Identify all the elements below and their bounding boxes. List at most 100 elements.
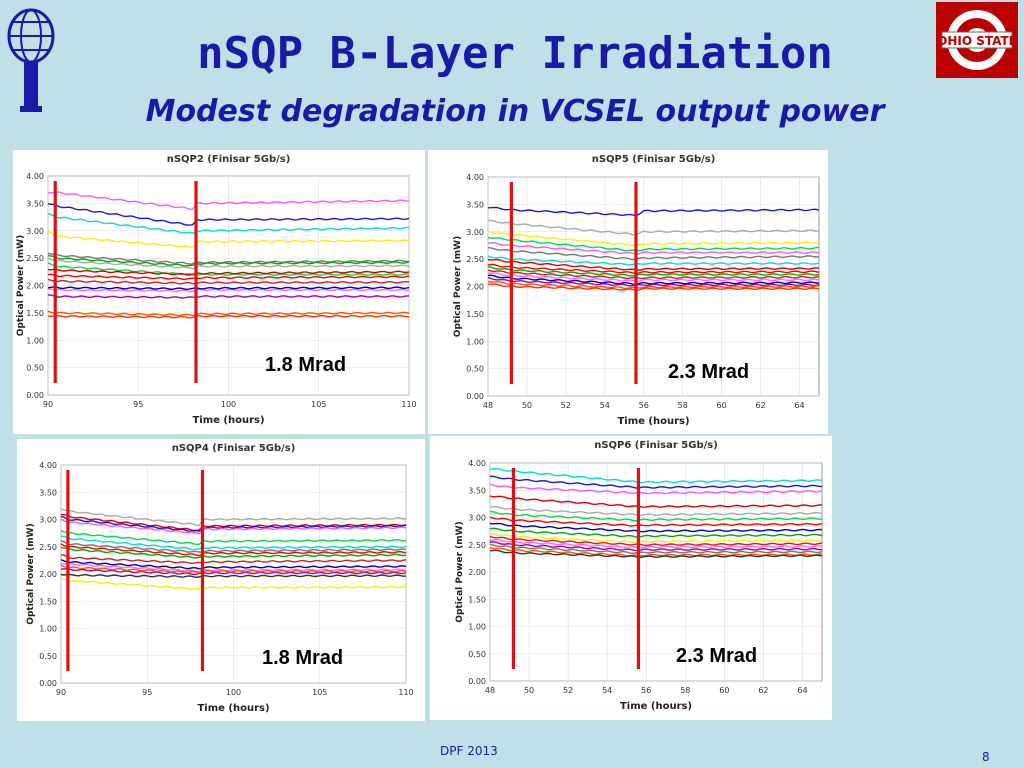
series-line xyxy=(60,513,407,532)
series-line xyxy=(489,475,823,489)
x-tick-label: 56 xyxy=(641,686,651,695)
slide-title: nSQP B-Layer Irradiation xyxy=(197,28,833,79)
x-tick-label: 95 xyxy=(133,400,143,409)
x-axis-label: Time (hours) xyxy=(197,703,269,714)
y-tick-label: 1.50 xyxy=(466,310,484,319)
series-line xyxy=(489,532,823,544)
x-tick-label: 62 xyxy=(755,401,765,410)
y-tick-label: 0.00 xyxy=(26,391,44,400)
series-line xyxy=(490,538,823,549)
x-axis-label: Time (hours) xyxy=(617,416,689,427)
y-tick-label: 0.00 xyxy=(39,679,57,688)
x-tick-label: 60 xyxy=(719,686,729,695)
series-line xyxy=(60,530,407,546)
x-tick-label: 48 xyxy=(485,686,495,695)
series-line xyxy=(489,483,823,495)
x-tick-label: 90 xyxy=(56,688,66,697)
series-line xyxy=(60,562,407,573)
series-line xyxy=(47,262,410,276)
y-tick-label: 0.50 xyxy=(26,364,44,373)
atlas-logo xyxy=(4,4,58,120)
y-tick-label: 1.50 xyxy=(26,309,44,318)
series-line xyxy=(489,495,823,508)
x-axis-label: Time (hours) xyxy=(620,701,692,712)
series-line xyxy=(487,236,820,252)
chart-title: nSQP2 (Finisar 5Gb/s) xyxy=(167,154,291,165)
y-tick-label: 1.00 xyxy=(26,336,44,345)
series-line xyxy=(47,252,410,265)
series-line xyxy=(489,543,823,555)
series-line xyxy=(60,546,407,559)
series-line xyxy=(488,272,820,282)
y-tick-label: 2.00 xyxy=(26,282,44,291)
x-tick-label: 58 xyxy=(678,401,688,410)
y-tick-label: 3.50 xyxy=(26,199,44,208)
y-tick-label: 3.50 xyxy=(466,200,484,209)
series-line xyxy=(60,543,407,557)
y-tick-label: 3.50 xyxy=(468,486,486,495)
y-tick-label: 1.50 xyxy=(468,595,486,604)
series-line xyxy=(47,273,410,281)
series-line xyxy=(47,255,410,267)
x-tick-label: 105 xyxy=(311,400,326,409)
series-line xyxy=(487,283,820,292)
y-axis-label: Optical Power (mW) xyxy=(453,236,463,337)
chart-nsqp4: nSQP4 (Finisar 5Gb/s) 0.00 0.50 1.00 1.50 2.0… xyxy=(17,439,425,721)
series-line xyxy=(47,229,410,249)
y-tick-label: 1.50 xyxy=(39,597,57,606)
y-tick-label: 4.00 xyxy=(39,461,57,470)
y-tick-label: 4.00 xyxy=(26,172,44,181)
series-line xyxy=(47,203,410,226)
x-tick-label: 50 xyxy=(522,401,532,410)
series-line xyxy=(47,314,409,319)
y-axis-label: Optical Power (mW) xyxy=(16,235,26,336)
y-tick-label: 0.00 xyxy=(468,677,486,686)
y-tick-label: 2.00 xyxy=(39,570,57,579)
x-tick-label: 50 xyxy=(524,686,534,695)
series-line xyxy=(489,527,823,538)
series-line xyxy=(47,286,410,291)
dose-annotation: 2.3 Mrad xyxy=(668,361,749,383)
series-line xyxy=(47,278,410,285)
logo-text: OHIO STATE xyxy=(937,34,1017,48)
x-tick-label: 54 xyxy=(600,401,610,410)
series-line xyxy=(487,263,820,275)
page-number: 8 xyxy=(982,750,990,764)
series-line xyxy=(489,505,823,517)
y-tick-label: 3.00 xyxy=(26,227,44,236)
series-line xyxy=(487,219,820,236)
series-line xyxy=(60,508,407,527)
series-line xyxy=(489,522,823,533)
series-line xyxy=(489,516,823,527)
series-line xyxy=(487,206,820,217)
y-tick-label: 3.00 xyxy=(468,514,486,523)
x-tick-label: 64 xyxy=(794,401,804,410)
x-tick-label: 100 xyxy=(221,400,236,409)
series-line xyxy=(60,515,407,533)
slide-subtitle: Modest degradation in VCSEL output power xyxy=(145,94,885,129)
x-tick-label: 58 xyxy=(680,686,690,695)
series-line xyxy=(489,541,823,552)
series-line xyxy=(47,287,410,293)
series-line xyxy=(489,535,823,547)
x-tick-label: 90 xyxy=(43,400,53,409)
series-line xyxy=(487,247,820,261)
dose-annotation: 1.8 Mrad xyxy=(262,647,343,669)
series-line xyxy=(60,564,407,574)
series-line xyxy=(47,213,409,234)
y-tick-label: 1.00 xyxy=(466,337,484,346)
chart-title: nSQP6 (Finisar 5Gb/s) xyxy=(594,440,718,451)
series-line xyxy=(60,559,407,570)
x-tick-label: 52 xyxy=(561,401,571,410)
x-tick-label: 100 xyxy=(226,688,241,697)
x-tick-label: 54 xyxy=(602,686,612,695)
y-tick-label: 4.00 xyxy=(466,173,484,182)
x-tick-label: 105 xyxy=(312,688,327,697)
x-tick-label: 60 xyxy=(717,401,727,410)
x-axis-label: Time (hours) xyxy=(192,415,264,426)
y-tick-label: 3.00 xyxy=(39,516,57,525)
series-line xyxy=(489,467,823,484)
series-line xyxy=(487,230,820,247)
y-axis-label: Optical Power (mW) xyxy=(26,523,36,624)
y-tick-label: 3.00 xyxy=(466,228,484,237)
